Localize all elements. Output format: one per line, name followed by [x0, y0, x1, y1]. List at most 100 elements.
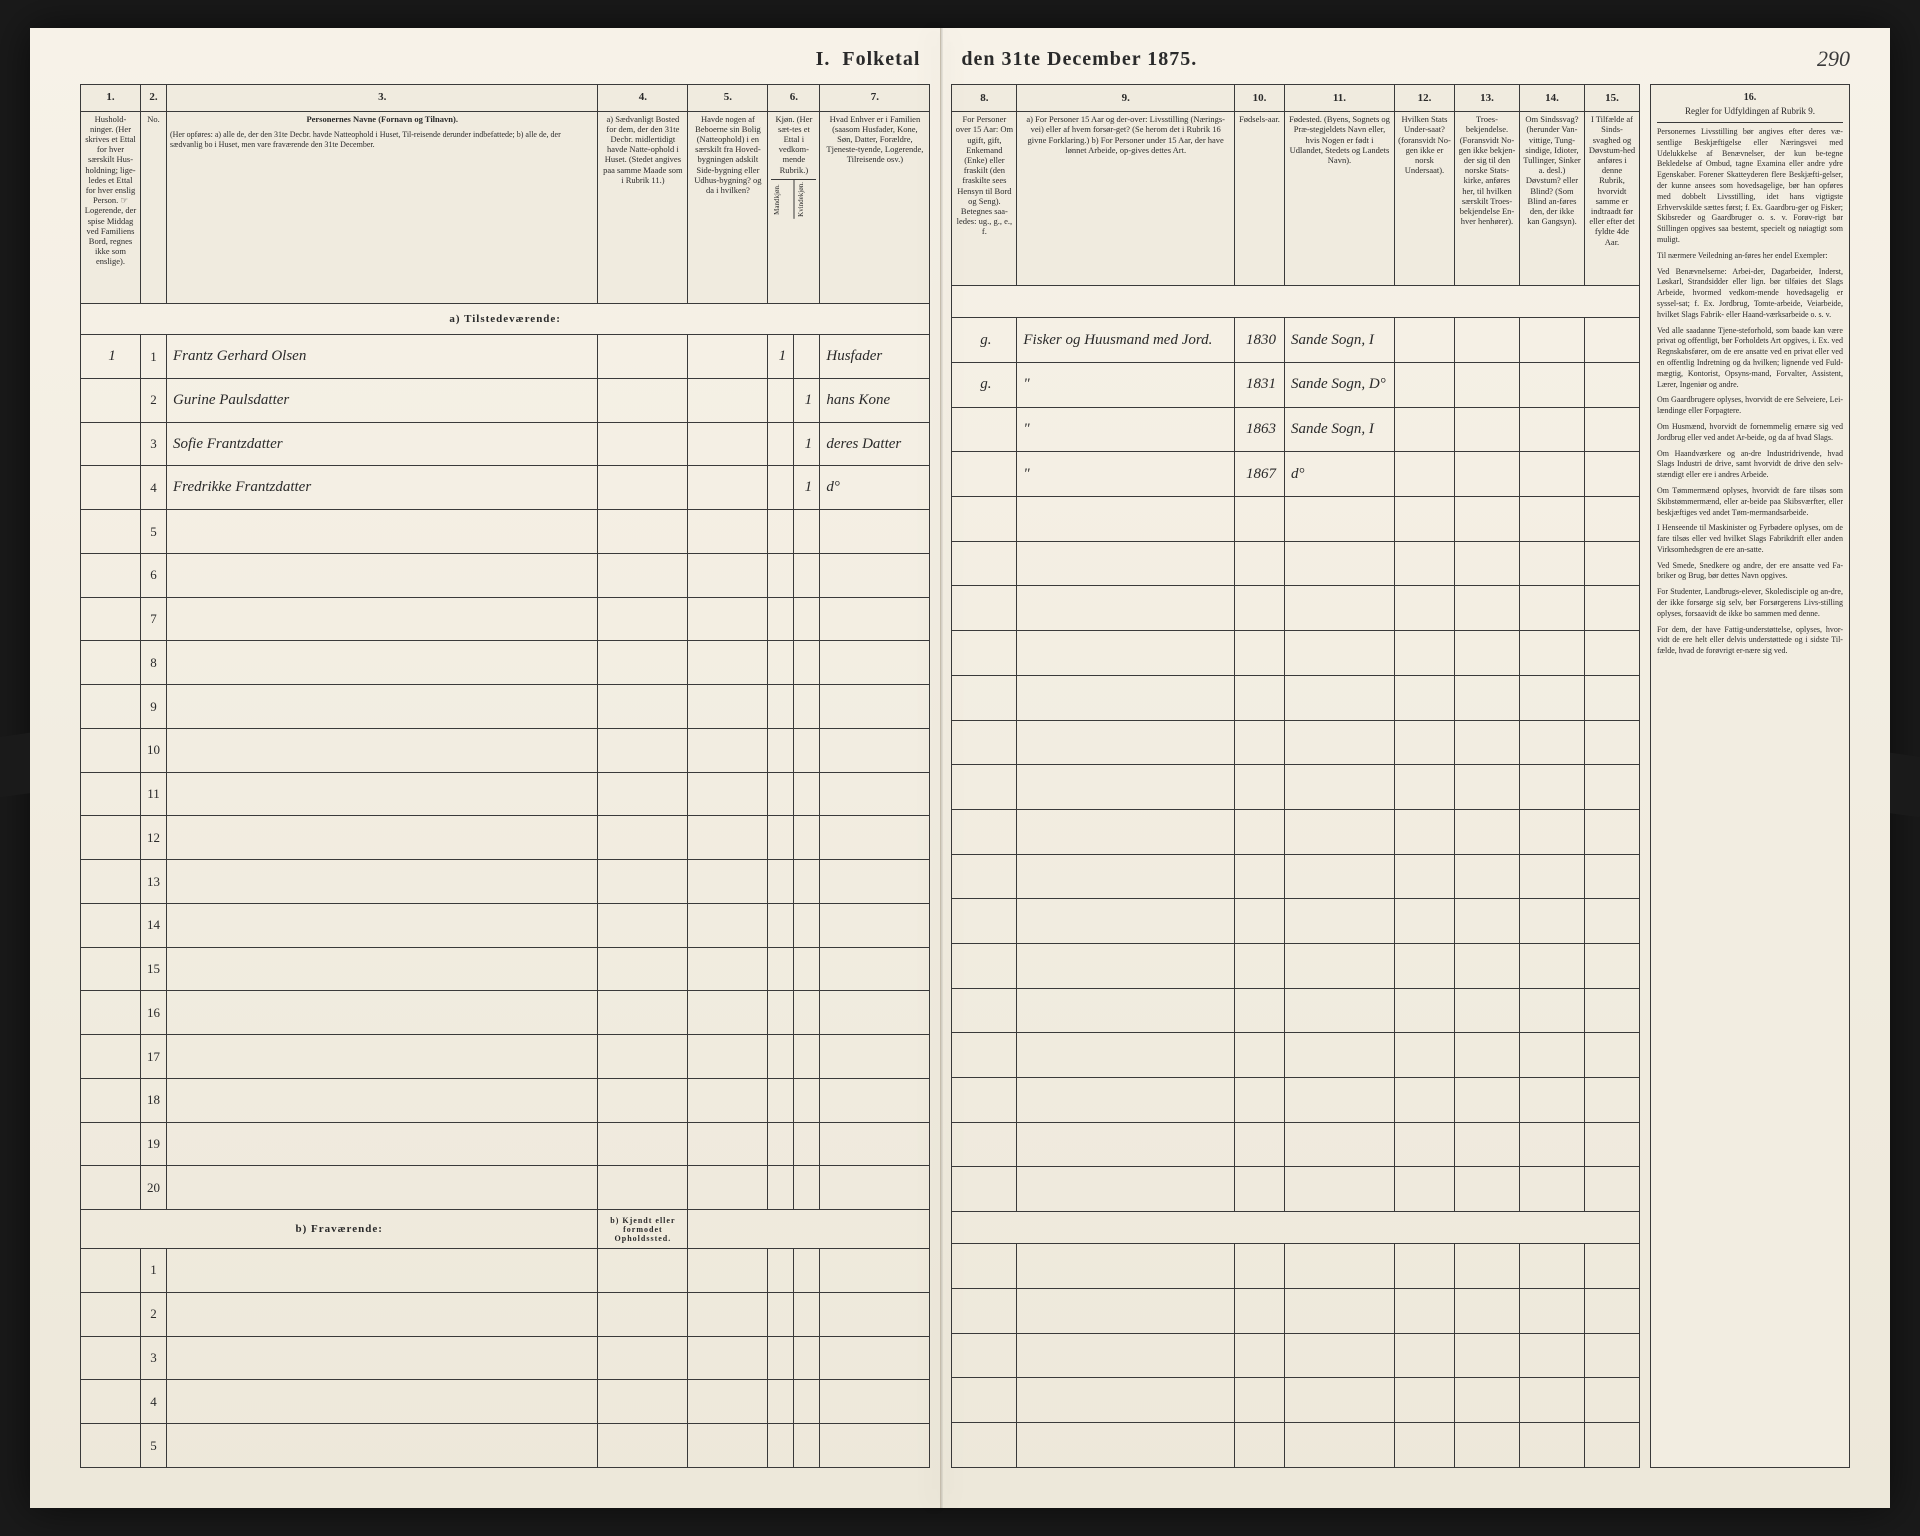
empty-r9	[952, 675, 1640, 720]
cell-name-3: Sofie Frantzdatter	[167, 422, 598, 466]
empty-row-6: 6	[81, 553, 930, 597]
cell-status-1: g.	[952, 318, 1017, 363]
cell-role-2: hans Kone	[820, 378, 930, 422]
guidance-p9: I Henseende til Maskinister og Fyrbødere…	[1657, 523, 1843, 555]
cell-c4-4	[598, 466, 688, 510]
header-col6-title: Kjøn. (Her sæt-tes et Ettal i vedkom-men…	[771, 114, 816, 175]
page-left: I. Folketal 1. 2. 3. 4. 5. 6. 7. Hushold…	[30, 28, 941, 1508]
cell-sexm-1: 1	[768, 335, 794, 379]
cell-place-1: Sande Sogn, I	[1284, 318, 1394, 363]
header-col2: No.	[141, 111, 167, 303]
empty-row-15: 15	[81, 947, 930, 991]
guidance-p6: Om Husmænd, hvorvidt de fornemmelig ernæ…	[1657, 422, 1843, 444]
cell-sexk-1	[794, 335, 820, 379]
cell-year-2: 1831	[1234, 363, 1284, 408]
cell-role-4: d°	[820, 466, 930, 510]
cell-place-2: Sande Sogn, D°	[1284, 363, 1394, 408]
absent-row-3: 3	[81, 1336, 930, 1380]
cell-c4-2	[598, 378, 688, 422]
guidance-p5: Om Gaardbrugere oplyses, hvorvidt de ere…	[1657, 395, 1843, 417]
cell-hh-4	[81, 466, 141, 510]
header-col3-sub: (Her opføres: a) alle de, der den 31te D…	[170, 130, 594, 149]
col-num-10: 10.	[1234, 85, 1284, 112]
page-number: 290	[1817, 46, 1850, 72]
section-a-row-right	[952, 286, 1640, 318]
cell-year-3: 1863	[1234, 407, 1284, 452]
cell-c5-1	[688, 335, 768, 379]
cell-place-3: Sande Sogn, I	[1284, 407, 1394, 452]
header-col8: For Personer over 15 Aar: Om ugift, gift…	[952, 112, 1017, 286]
row-num-1: 1	[141, 335, 167, 379]
header-col14: Om Sindssvag? (herunder Van-vittige, Tun…	[1519, 112, 1584, 286]
header-col12: Hvilken Stats Under-saat? (foransvidt No…	[1394, 112, 1454, 286]
cell-c5-2	[688, 378, 768, 422]
col-num-7: 7.	[820, 85, 930, 112]
empty-r15	[952, 943, 1640, 988]
right-table-container: 8. 9. 10. 11. 12. 13. 14. 15. For Person…	[951, 84, 1640, 1468]
empty-r11	[952, 765, 1640, 810]
book-spine	[941, 28, 943, 1508]
empty-r5	[952, 497, 1640, 542]
header-col11: Fødested. (Byens, Sognets og Præ-stegjel…	[1284, 112, 1394, 286]
guidance-p4: Ved alle saadanne Tjene-steforhold, som …	[1657, 326, 1843, 391]
guidance-p1: Personernes Livsstilling bør angives eft…	[1657, 127, 1843, 246]
guidance-p7: Om Haandværkere og an-dre Industridriven…	[1657, 449, 1843, 481]
col-num-14: 14.	[1519, 85, 1584, 112]
empty-r13	[952, 854, 1640, 899]
header-col10: Fødsels-aar.	[1234, 112, 1284, 286]
data-row-3: 3 Sofie Frantzdatter 1 deres Datter	[81, 422, 930, 466]
empty-r19	[952, 1122, 1640, 1167]
header-col5: Havde nogen af Beboerne sin Bolig (Natte…	[688, 111, 768, 303]
empty-r18	[952, 1078, 1640, 1123]
row-num-2: 2	[141, 378, 167, 422]
page-right: den 31te December 1875. 290 8. 9. 10. 11…	[941, 28, 1890, 1508]
book-spread: I. Folketal 1. 2. 3. 4. 5. 6. 7. Hushold…	[30, 28, 1890, 1508]
header-col6a: Mandkjøn.	[771, 180, 794, 219]
empty-r14	[952, 899, 1640, 944]
guidance-text: Personernes Livsstilling bør angives eft…	[1657, 127, 1843, 657]
cell-status-4	[952, 452, 1017, 497]
cell-sexk-3: 1	[794, 422, 820, 466]
header-col15: I Tilfælde af Sinds-svaghed og Døvstum-h…	[1584, 112, 1639, 286]
header-row-right: For Personer over 15 Aar: Om ugift, gift…	[952, 112, 1640, 286]
col-num-16: 16.	[1744, 92, 1757, 103]
cell-name-2: Gurine Paulsdatter	[167, 378, 598, 422]
header-col7: Hvad Enhver er i Familien (saasom Husfad…	[820, 111, 930, 303]
col-num-6: 6.	[768, 85, 820, 112]
cell-occ-4: "	[1017, 452, 1235, 497]
cell-c5-4	[688, 466, 768, 510]
cell-sexk-4: 1	[794, 466, 820, 510]
col-num-4: 4.	[598, 85, 688, 112]
cell-sexm-4	[768, 466, 794, 510]
column-number-row-right: 8. 9. 10. 11. 12. 13. 14. 15.	[952, 85, 1640, 112]
col-num-3: 3.	[167, 85, 598, 112]
row-num-4: 4	[141, 466, 167, 510]
col-num-2: 2.	[141, 85, 167, 112]
cell-status-2: g.	[952, 363, 1017, 408]
empty-row-12: 12	[81, 816, 930, 860]
absent-row-5: 5	[81, 1424, 930, 1468]
col-num-8: 8.	[952, 85, 1017, 112]
empty-row-8: 8	[81, 641, 930, 685]
guidance-column-16: 16. Regler for Udfyldingen af Rubrik 9. …	[1650, 84, 1850, 1468]
section-b-col4: b) Kjendt eller formodet Opholdssted.	[598, 1210, 688, 1249]
empty-row-13: 13	[81, 860, 930, 904]
header-col1: Hushold-ninger. (Her skrives et Ettal fo…	[81, 111, 141, 303]
col-num-11: 11.	[1284, 85, 1394, 112]
cell-place-4: d°	[1284, 452, 1394, 497]
empty-r7	[952, 586, 1640, 631]
empty-row-7: 7	[81, 597, 930, 641]
empty-row-10: 10	[81, 728, 930, 772]
empty-row-17: 17	[81, 1035, 930, 1079]
col-num-5: 5.	[688, 85, 768, 112]
absent-row-4: 4	[81, 1380, 930, 1424]
empty-r8	[952, 631, 1640, 676]
absent-r1	[952, 1244, 1640, 1289]
cell-hh-3	[81, 422, 141, 466]
empty-row-5: 5	[81, 510, 930, 554]
cell-role-1: Husfader	[820, 335, 930, 379]
header-col6b: Kvindekjøn.	[794, 180, 817, 219]
cell-role-3: deres Datter	[820, 422, 930, 466]
empty-r6	[952, 541, 1640, 586]
cell-c5-3	[688, 422, 768, 466]
